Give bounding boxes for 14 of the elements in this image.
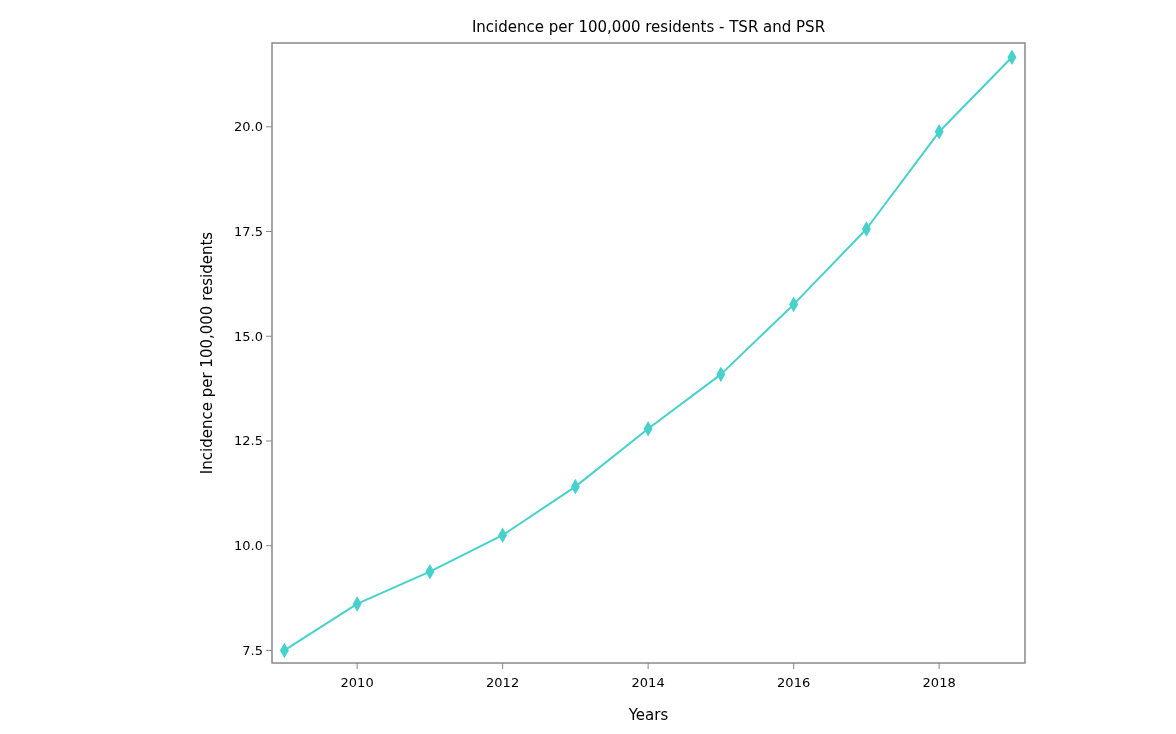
x-tick-label: 2016 [777, 675, 811, 690]
x-tick-label: 2014 [631, 675, 665, 690]
y-tick-label: 10.0 [234, 538, 263, 554]
y-tick-label: 15.0 [234, 328, 263, 344]
x-tick-label: 2012 [486, 675, 520, 690]
y-axis-title: Incidence per 100,000 residents [198, 231, 216, 475]
y-tick-label: 20.0 [234, 119, 263, 135]
x-tick-label: 2010 [340, 675, 374, 690]
y-tick-label: 7.5 [242, 642, 263, 658]
x-tick-label: 2018 [922, 675, 956, 690]
chart-title: Incidence per 100,000 residents - TSR and PSR [471, 18, 826, 36]
x-axis-title: Years [627, 706, 669, 724]
y-tick-label: 17.5 [234, 224, 263, 240]
y-tick-label: 12.5 [234, 433, 263, 449]
